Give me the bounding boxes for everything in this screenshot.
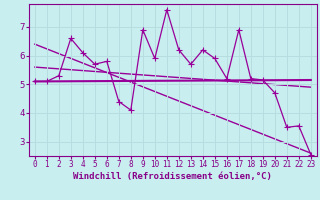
X-axis label: Windchill (Refroidissement éolien,°C): Windchill (Refroidissement éolien,°C) bbox=[73, 172, 272, 181]
